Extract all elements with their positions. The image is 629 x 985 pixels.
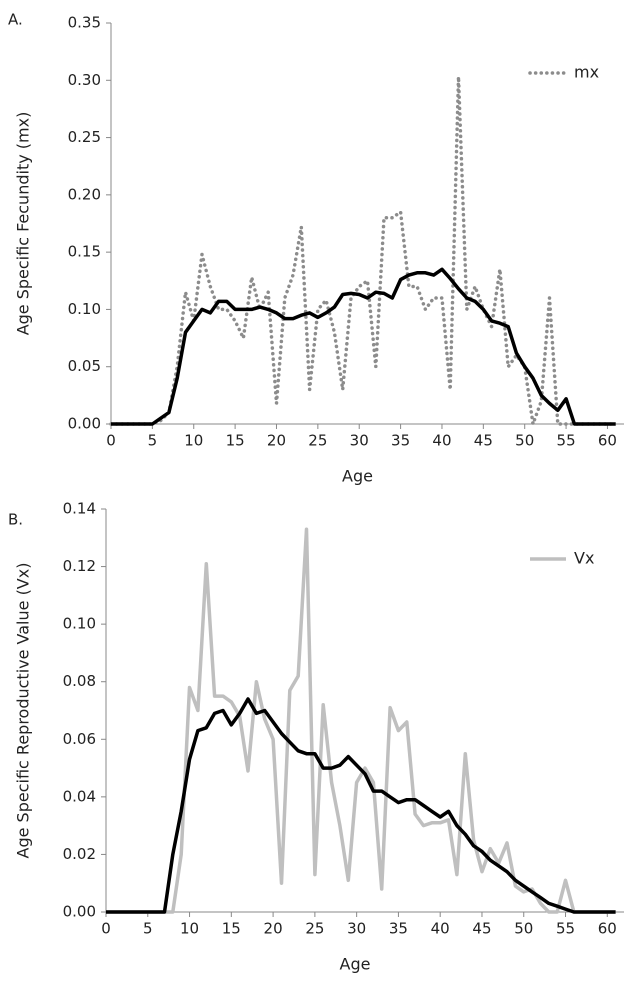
y-tick-label: 0.10 bbox=[68, 300, 101, 318]
x-tick-label: 45 bbox=[472, 920, 491, 938]
x-tick-label: 20 bbox=[267, 432, 286, 450]
x-tick-label: 10 bbox=[180, 920, 199, 938]
y-tick-label: 0.02 bbox=[63, 845, 96, 863]
x-tick-label: 10 bbox=[184, 432, 203, 450]
x-tick-label: 20 bbox=[264, 920, 283, 938]
x-tick-label: 5 bbox=[148, 432, 158, 450]
x-tick-label: 50 bbox=[515, 432, 534, 450]
x-tick-label: 40 bbox=[432, 432, 451, 450]
y-tick-label: 0.15 bbox=[68, 243, 101, 261]
series-line bbox=[109, 75, 618, 426]
x-tick-label: 30 bbox=[350, 432, 369, 450]
y-tick-label: 0.35 bbox=[68, 14, 101, 32]
y-tick-label: 0.20 bbox=[68, 185, 101, 203]
y-tick-label: 0.08 bbox=[63, 672, 96, 690]
legend-label: mx bbox=[574, 63, 599, 82]
x-tick-label: 15 bbox=[222, 920, 241, 938]
y-tick-label: 0.06 bbox=[63, 730, 96, 748]
x-tick-label: 30 bbox=[347, 920, 366, 938]
x-tick-label: 25 bbox=[308, 432, 327, 450]
y-tick-label: 0.00 bbox=[68, 415, 101, 433]
y-axis-label: Age Specific Reproductive Value (Vx) bbox=[14, 563, 33, 859]
x-tick-label: 40 bbox=[431, 920, 450, 938]
y-axis-label: Age Specific Fecundity (mx) bbox=[14, 112, 33, 336]
y-tick-label: 0.30 bbox=[68, 71, 101, 89]
x-tick-label: 50 bbox=[514, 920, 533, 938]
series-line bbox=[106, 697, 616, 914]
y-tick-label: 0.12 bbox=[63, 557, 96, 575]
x-tick-label: 60 bbox=[598, 432, 617, 450]
x-tick-label: 45 bbox=[474, 432, 493, 450]
x-tick-label: 5 bbox=[143, 920, 153, 938]
panel-label: A. bbox=[8, 11, 23, 29]
x-tick-label: 0 bbox=[106, 432, 116, 450]
x-tick-label: 0 bbox=[101, 920, 111, 938]
x-tick-label: 35 bbox=[391, 432, 410, 450]
x-tick-label: 15 bbox=[226, 432, 245, 450]
x-axis-label: Age bbox=[340, 955, 371, 974]
x-tick-label: 35 bbox=[389, 920, 408, 938]
y-tick-label: 0.04 bbox=[63, 787, 96, 805]
y-tick-label: 0.14 bbox=[63, 500, 96, 518]
y-tick-label: 0.05 bbox=[68, 357, 101, 375]
y-tick-label: 0.10 bbox=[63, 615, 96, 633]
x-tick-label: 55 bbox=[556, 920, 575, 938]
legend-label: Vx bbox=[574, 549, 594, 568]
x-tick-label: 55 bbox=[557, 432, 576, 450]
series-line bbox=[111, 267, 616, 426]
x-tick-label: 25 bbox=[305, 920, 324, 938]
series-line bbox=[106, 527, 616, 914]
y-tick-label: 0.00 bbox=[63, 903, 96, 921]
panel-label: B. bbox=[8, 511, 23, 529]
y-tick-label: 0.25 bbox=[68, 128, 101, 146]
x-axis-label: Age bbox=[342, 467, 373, 486]
x-tick-label: 60 bbox=[598, 920, 617, 938]
